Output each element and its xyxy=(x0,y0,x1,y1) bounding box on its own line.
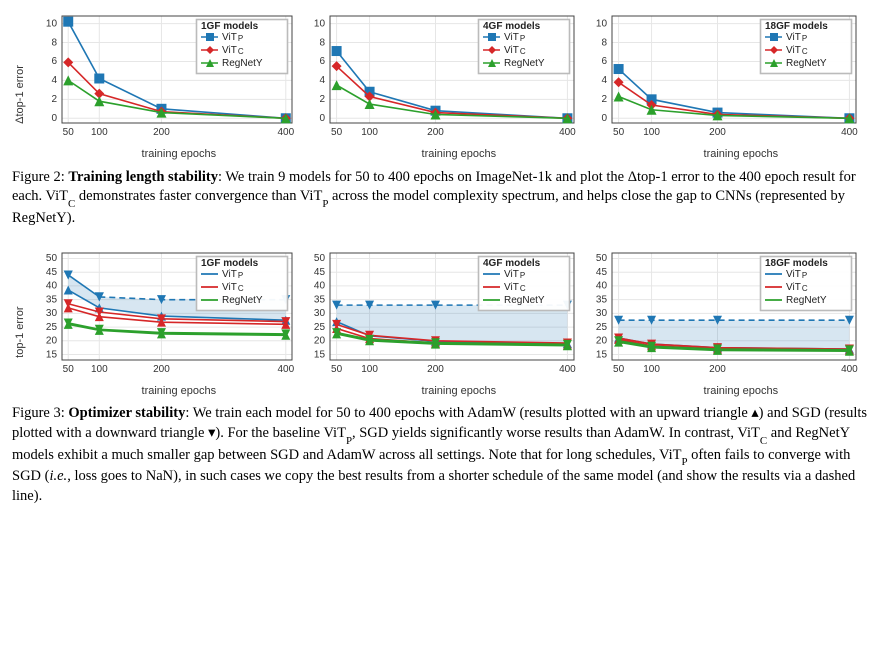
figure-2-charts: Δtop-1 error training epochs training ep… xyxy=(12,10,869,162)
subscript: P xyxy=(346,435,352,447)
chart-canvas xyxy=(588,247,864,382)
xlabel: training epochs xyxy=(306,384,582,399)
chart-1gf-row2: top-1 error training epochs xyxy=(12,247,300,399)
caption-text: , SGD yields significantly worse results… xyxy=(352,425,760,441)
xlabel: training epochs xyxy=(28,147,300,162)
subscript: P xyxy=(322,198,328,210)
fig-title: Optimizer stability xyxy=(68,405,185,421)
xlabel: training epochs xyxy=(28,384,300,399)
chart-18gf-row1: training epochs xyxy=(588,10,864,162)
xlabel: training epochs xyxy=(588,384,864,399)
caption-text: demonstrates faster convergence than ViT xyxy=(75,188,322,204)
figure-3-charts: top-1 error training epochs training epo… xyxy=(12,247,869,399)
subscript: P xyxy=(681,456,687,468)
figure-3-caption: Figure 3: Optimizer stability: We train … xyxy=(12,404,869,506)
caption-text: , loss goes to NaN), in such cases we co… xyxy=(12,468,855,504)
fig-title: Training length stability xyxy=(68,169,218,185)
chart-18gf-row2: training epochs xyxy=(588,247,864,399)
subscript: C xyxy=(68,198,75,210)
xlabel: training epochs xyxy=(588,147,864,162)
subscript: C xyxy=(760,435,767,447)
figure-2-caption: Figure 2: Training length stability: We … xyxy=(12,168,869,229)
chart-4gf-row2: training epochs xyxy=(306,247,582,399)
ylabel-row1: Δtop-1 error xyxy=(12,10,28,162)
chart-4gf-row1: training epochs xyxy=(306,10,582,162)
fig-label: Figure 3: xyxy=(12,405,68,421)
ylabel-row2: top-1 error xyxy=(12,247,28,399)
caption-italic: i.e. xyxy=(49,468,67,484)
chart-canvas xyxy=(306,10,582,145)
chart-canvas xyxy=(588,10,864,145)
chart-1gf-row1: Δtop-1 error training epochs xyxy=(12,10,300,162)
chart-canvas xyxy=(306,247,582,382)
xlabel: training epochs xyxy=(306,147,582,162)
chart-canvas xyxy=(28,247,300,382)
fig-label: Figure 2: xyxy=(12,169,68,185)
chart-canvas xyxy=(28,10,300,145)
